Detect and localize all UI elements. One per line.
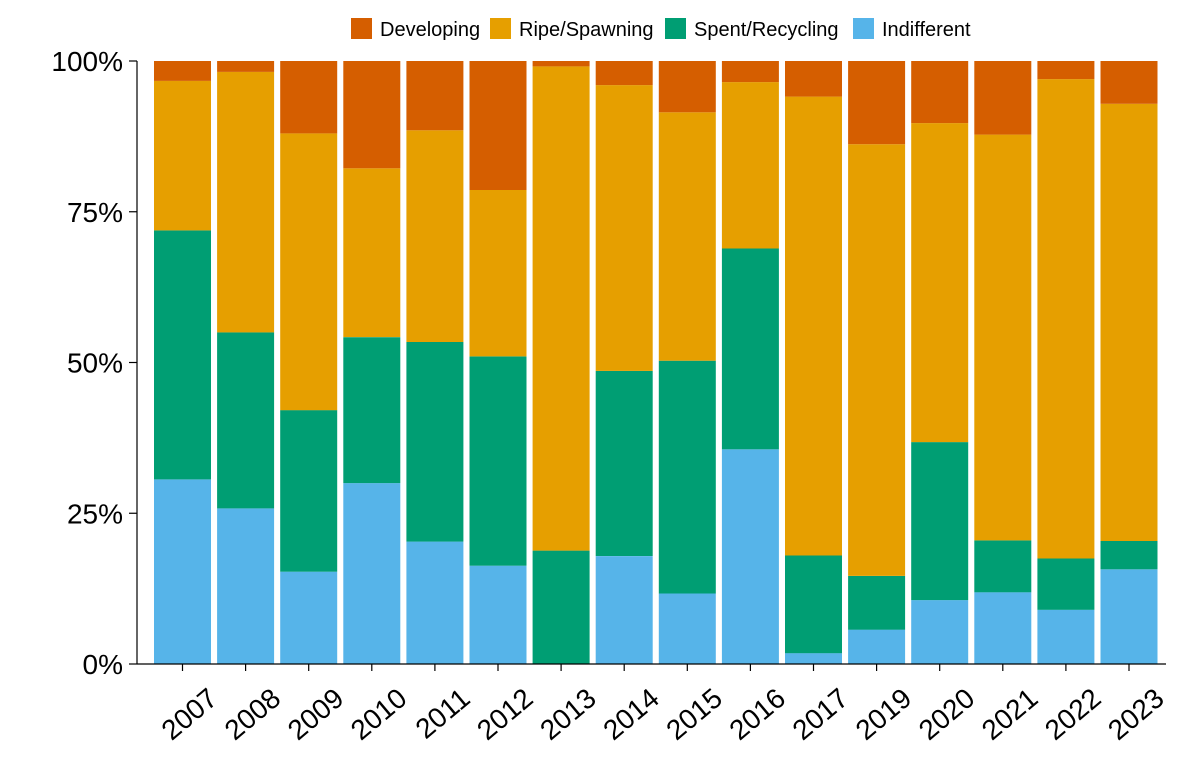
- bar-segment-ripe-spawning-2020: [911, 123, 969, 443]
- legend-swatch-ripe-spawning: [490, 18, 511, 39]
- x-tick-label: 2016: [723, 682, 791, 746]
- bar-segment-developing-2016: [721, 61, 779, 83]
- bar-segment-ripe-spawning-2017: [785, 96, 842, 556]
- y-tick-label: 75%: [67, 197, 123, 228]
- x-tick-label: 2010: [345, 682, 413, 746]
- bar-segment-indifferent-2012: [469, 565, 527, 664]
- bar-segment-spent-recycling-2009: [280, 410, 338, 572]
- x-tick-label: 2017: [787, 682, 855, 746]
- y-tick-label: 50%: [67, 348, 123, 379]
- bar-segment-developing-2017: [785, 61, 842, 97]
- legend-label-ripe-spawning: Ripe/Spawning: [519, 19, 654, 41]
- y-tick-label: 25%: [67, 498, 123, 529]
- x-axis-ticks: 2007200820092010201120122013201420152016…: [156, 664, 1170, 746]
- x-tick-label: 2013: [534, 682, 602, 746]
- bar-segment-developing-2020: [911, 61, 969, 124]
- bar-segment-ripe-spawning-2023: [1100, 103, 1158, 542]
- legend-swatch-spent-recycling: [665, 18, 686, 39]
- x-tick-label: 2012: [471, 682, 539, 746]
- bar-segment-spent-recycling-2011: [406, 342, 464, 542]
- bar-segment-spent-recycling-2013: [532, 550, 590, 664]
- bar-segment-ripe-spawning-2021: [974, 134, 1032, 541]
- bar-segment-spent-recycling-2016: [721, 248, 779, 450]
- bar-segment-developing-2011: [406, 61, 464, 131]
- x-tick-label: 2023: [1102, 682, 1170, 746]
- x-tick-label: 2015: [660, 682, 728, 746]
- legend-swatch-developing: [351, 18, 372, 39]
- bar-segment-spent-recycling-2019: [848, 576, 906, 630]
- legend-label-spent-recycling: Spent/Recycling: [694, 19, 839, 41]
- legend-label-developing: Developing: [380, 19, 480, 41]
- bar-segment-spent-recycling-2023: [1100, 541, 1158, 570]
- bar-segment-ripe-spawning-2016: [721, 82, 779, 249]
- bar-segment-spent-recycling-2021: [974, 540, 1032, 593]
- bar-segment-indifferent-2014: [595, 556, 653, 664]
- x-tick-label: 2020: [913, 682, 981, 746]
- x-tick-label: 2008: [219, 682, 287, 746]
- bar-segment-spent-recycling-2007: [154, 230, 211, 480]
- bar-segment-ripe-spawning-2015: [658, 112, 716, 361]
- bar-segment-ripe-spawning-2007: [154, 80, 211, 231]
- y-tick-label: 0%: [83, 649, 123, 680]
- x-tick-label: 2021: [976, 682, 1044, 746]
- bar-segment-ripe-spawning-2019: [848, 144, 906, 576]
- bar-segment-developing-2023: [1100, 61, 1158, 104]
- bar-segment-indifferent-2008: [217, 508, 275, 664]
- bar-segment-spent-recycling-2022: [1037, 558, 1095, 610]
- legend-swatch-indifferent: [853, 18, 874, 39]
- x-tick-label: 2011: [410, 682, 476, 744]
- bar-segment-indifferent-2017: [785, 653, 842, 664]
- bar-segment-developing-2012: [469, 61, 527, 190]
- bar-segment-spent-recycling-2014: [595, 370, 653, 556]
- bar-segment-indifferent-2007: [154, 479, 211, 664]
- bar-segment-ripe-spawning-2010: [343, 168, 401, 338]
- bar-segment-developing-2008: [217, 61, 275, 72]
- bar-segment-indifferent-2020: [911, 600, 969, 664]
- bar-segment-developing-2007: [154, 61, 211, 81]
- bar-segment-spent-recycling-2017: [785, 555, 842, 654]
- bar-segment-spent-recycling-2010: [343, 337, 401, 484]
- bars-group: [154, 61, 1158, 664]
- bar-segment-developing-2019: [848, 61, 906, 145]
- x-tick-label: 2007: [156, 682, 224, 746]
- bar-segment-spent-recycling-2012: [469, 356, 527, 566]
- bar-segment-spent-recycling-2015: [658, 360, 716, 594]
- bar-segment-spent-recycling-2020: [911, 442, 969, 601]
- bar-segment-indifferent-2019: [848, 629, 906, 664]
- bar-segment-developing-2015: [658, 61, 716, 113]
- bar-segment-ripe-spawning-2014: [595, 85, 653, 371]
- legend-label-indifferent: Indifferent: [882, 19, 971, 41]
- y-tick-label: 100%: [51, 46, 123, 77]
- bar-segment-indifferent-2015: [658, 593, 716, 664]
- chart-legend: Developing Ripe/Spawning Spent/Recycling In…: [351, 18, 971, 41]
- bar-segment-developing-2021: [974, 61, 1032, 135]
- bar-segment-ripe-spawning-2011: [406, 130, 464, 342]
- y-axis-ticks: 0% 25% 50% 75% 100%: [51, 46, 137, 680]
- bar-segment-indifferent-2023: [1100, 569, 1158, 664]
- bar-segment-ripe-spawning-2008: [217, 71, 275, 333]
- x-tick-label: 2022: [1039, 682, 1107, 746]
- bar-segment-ripe-spawning-2022: [1037, 79, 1095, 559]
- bar-segment-indifferent-2010: [343, 483, 401, 664]
- bar-segment-developing-2009: [280, 61, 338, 134]
- x-tick-label: 2014: [597, 682, 665, 746]
- bar-segment-spent-recycling-2008: [217, 332, 275, 509]
- bar-segment-ripe-spawning-2012: [469, 190, 527, 357]
- bar-segment-indifferent-2011: [406, 541, 464, 664]
- bar-segment-ripe-spawning-2009: [280, 133, 338, 411]
- bar-segment-indifferent-2009: [280, 571, 338, 664]
- x-tick-label: 2009: [282, 682, 350, 746]
- bar-segment-indifferent-2021: [974, 592, 1032, 664]
- bar-segment-ripe-spawning-2013: [532, 66, 590, 551]
- bar-segment-developing-2013: [532, 61, 590, 67]
- bar-segment-indifferent-2016: [721, 449, 779, 664]
- bar-segment-indifferent-2022: [1037, 609, 1095, 664]
- bar-segment-developing-2010: [343, 61, 401, 169]
- bar-segment-developing-2014: [595, 61, 653, 86]
- bar-segment-developing-2022: [1037, 61, 1095, 80]
- x-tick-label: 2019: [850, 682, 918, 746]
